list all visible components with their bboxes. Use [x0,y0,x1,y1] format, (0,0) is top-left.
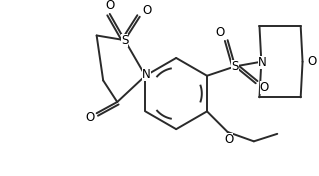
Text: N: N [258,56,267,69]
Text: O: O [105,0,115,12]
Text: O: O [216,26,225,39]
Text: O: O [307,55,316,68]
Text: O: O [85,111,95,124]
Text: O: O [143,4,152,17]
Text: O: O [224,133,233,146]
Text: S: S [121,34,129,47]
Text: S: S [231,60,239,73]
Text: O: O [260,81,269,95]
Text: N: N [142,68,151,81]
